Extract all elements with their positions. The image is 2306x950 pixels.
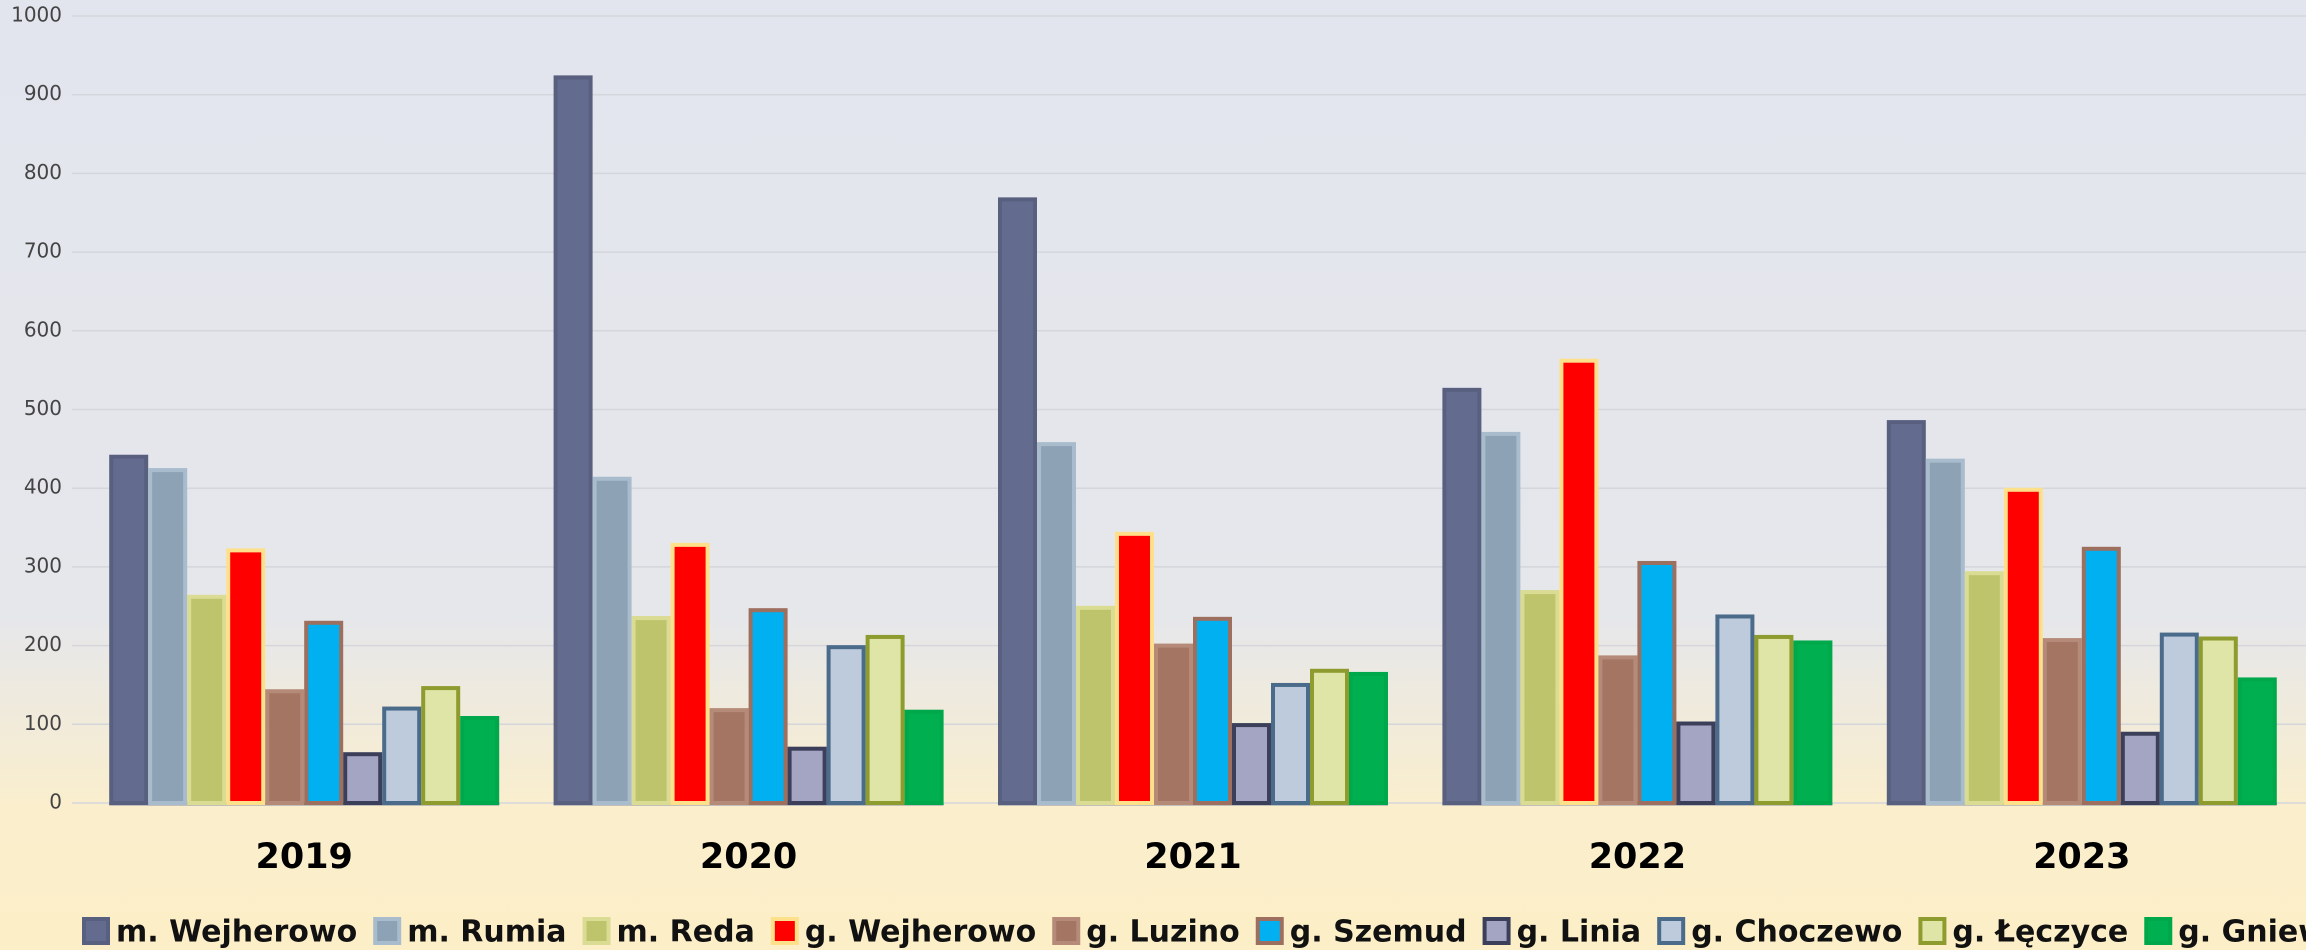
y-tick-label: 700 — [24, 239, 62, 263]
bar — [787, 746, 827, 806]
legend-label: m. Reda — [617, 915, 755, 950]
bar — [998, 197, 1037, 806]
bar — [631, 616, 671, 805]
bar — [2003, 487, 2043, 805]
bar — [553, 75, 593, 806]
bar — [460, 716, 500, 806]
bar — [1076, 605, 1115, 805]
legend-swatch — [1052, 917, 1081, 945]
y-tick-label: 100 — [24, 711, 62, 735]
bar — [109, 454, 149, 805]
bar — [709, 708, 749, 805]
y-tick-label: 1000 — [11, 3, 62, 27]
bar — [1193, 616, 1232, 805]
bar — [2081, 546, 2121, 806]
bar — [304, 620, 344, 805]
legend-label: g. Wejherowo — [805, 915, 1036, 950]
bar — [1481, 431, 1521, 805]
bar — [1154, 643, 1193, 805]
bar — [2042, 638, 2082, 805]
bar — [1676, 721, 1716, 805]
bar — [1754, 634, 1794, 805]
y-tick-label: 300 — [24, 553, 62, 577]
bar — [1925, 458, 1965, 805]
bar — [2120, 731, 2160, 806]
bar — [1793, 640, 1833, 806]
bar — [1037, 442, 1076, 805]
x-tick-label: 2021 — [1144, 837, 1241, 877]
bar — [1232, 723, 1271, 805]
bar — [1559, 358, 1599, 805]
bar — [1637, 560, 1677, 806]
bar — [904, 709, 944, 806]
legend-swatch — [1918, 917, 1947, 945]
bar — [1520, 590, 1560, 805]
legend-label: g. Luzino — [1086, 915, 1240, 950]
bar — [592, 476, 632, 805]
legend-label: g. Linia — [1517, 915, 1642, 950]
legend-swatch — [82, 917, 110, 945]
bar — [1598, 655, 1638, 806]
bar — [2159, 632, 2199, 805]
bar — [382, 706, 422, 805]
y-tick-label: 0 — [49, 790, 62, 814]
x-tick-label: 2023 — [2033, 837, 2130, 877]
bar — [421, 686, 461, 806]
bar — [2237, 677, 2277, 805]
bar — [1442, 387, 1482, 805]
y-tick-label: 400 — [24, 475, 62, 499]
y-tick-label: 500 — [24, 396, 62, 420]
x-tick-label: 2019 — [255, 837, 352, 877]
bar — [2198, 636, 2238, 806]
legend-label: g. Gniewino — [2178, 915, 2306, 950]
bar — [265, 689, 305, 805]
bar — [1715, 614, 1755, 806]
bar — [343, 752, 383, 805]
x-tick-label: 2022 — [1589, 837, 1686, 877]
bar — [1310, 668, 1349, 805]
legend-swatch — [770, 917, 799, 945]
bar — [826, 645, 866, 806]
bar — [187, 594, 227, 806]
bar — [226, 548, 266, 805]
legend-swatch — [1255, 917, 1284, 945]
legend-label: m. Rumia — [407, 915, 566, 950]
bar — [670, 542, 710, 805]
bar — [1271, 682, 1310, 806]
legend-label: g. Szemud — [1290, 915, 1467, 950]
bar — [148, 468, 188, 805]
legend-label: g. Choczewo — [1691, 915, 1902, 950]
bar — [1964, 571, 2004, 805]
bar — [865, 634, 905, 805]
y-tick-label: 800 — [24, 160, 62, 184]
legend-swatch — [1657, 917, 1686, 945]
y-tick-label: 900 — [24, 81, 62, 105]
legend-swatch — [373, 917, 402, 945]
bar — [1886, 420, 1926, 805]
legend-swatch — [2144, 917, 2173, 945]
y-tick-label: 600 — [24, 317, 62, 341]
legend-swatch — [582, 917, 611, 945]
bar — [1349, 671, 1388, 805]
x-tick-label: 2020 — [700, 837, 797, 877]
y-tick-label: 200 — [24, 632, 62, 656]
bar — [748, 608, 788, 805]
legend-label: g. Łęczyce — [1952, 915, 2128, 950]
legend-swatch — [1482, 917, 1511, 945]
bar — [1115, 531, 1154, 805]
legend-label: m. Wejherowo — [116, 915, 357, 950]
